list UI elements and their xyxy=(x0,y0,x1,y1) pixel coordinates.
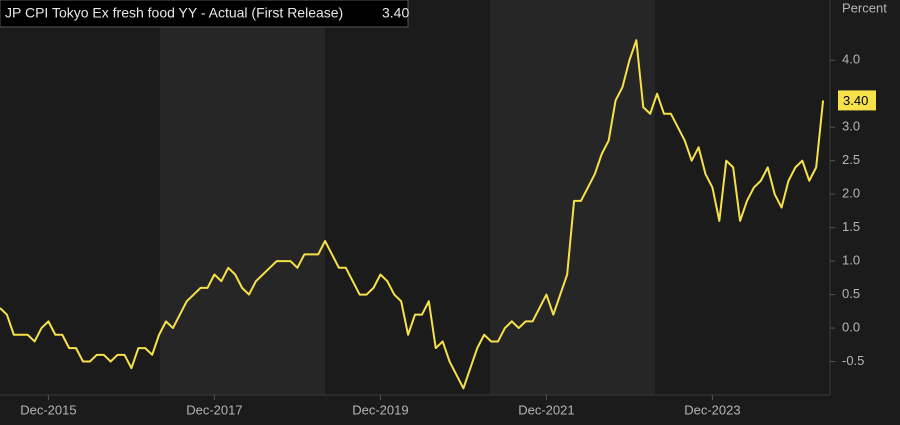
y-tick-label: 3.0 xyxy=(842,119,860,134)
y-tick-label: 2.0 xyxy=(842,186,860,201)
series-line xyxy=(0,39,825,390)
y-tick-label: 1.0 xyxy=(842,253,860,268)
y-tick-label: 0.5 xyxy=(842,286,860,301)
x-tick-label: Dec-2021 xyxy=(518,402,574,417)
y-tick-label: 0.0 xyxy=(842,319,860,334)
chart-title: JP CPI Tokyo Ex fresh food YY - Actual (… xyxy=(5,5,343,21)
plot xyxy=(0,39,825,390)
last-value-box xyxy=(838,90,876,111)
y-tick-label: 4.0 xyxy=(842,52,860,67)
y-tick-label: 1.5 xyxy=(842,219,860,234)
header-box xyxy=(0,0,409,28)
y-axis-label: Percent xyxy=(842,0,887,15)
band xyxy=(160,0,325,395)
latest-value: 3.40 xyxy=(382,5,409,21)
x-tick-label: Dec-2019 xyxy=(352,402,408,417)
x-tick-label: Dec-2023 xyxy=(684,402,740,417)
x-tick-label: Dec-2017 xyxy=(186,402,242,417)
y-tick-label: 2.5 xyxy=(842,152,860,167)
x-tick-label: Dec-2015 xyxy=(20,402,76,417)
y-tick-label: -0.5 xyxy=(842,353,864,368)
last-value-label: 3.40 xyxy=(843,93,868,108)
